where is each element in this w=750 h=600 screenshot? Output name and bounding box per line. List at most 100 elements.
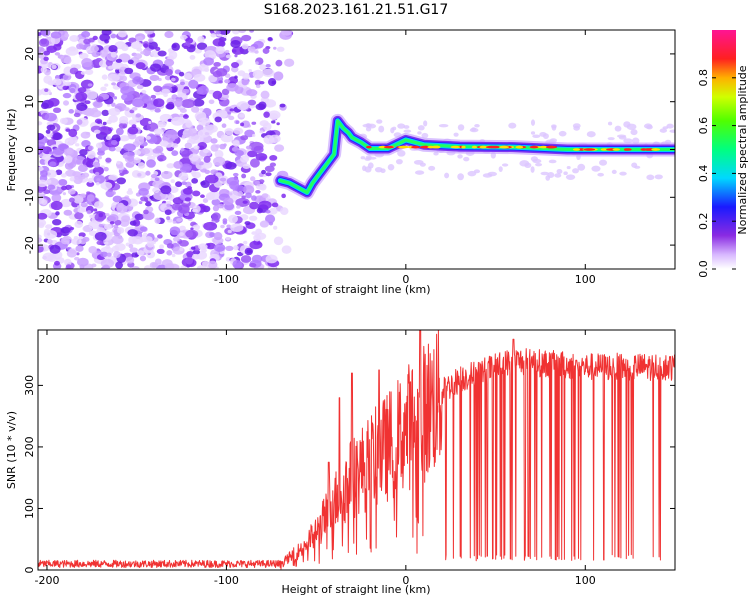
noise-speckle bbox=[125, 256, 135, 264]
noise-speckle bbox=[247, 99, 257, 106]
noise-speckle bbox=[114, 243, 126, 251]
noise-speckle bbox=[154, 217, 161, 224]
noise-speckle bbox=[128, 151, 135, 156]
noise-speckle bbox=[231, 62, 240, 69]
spectral-peak bbox=[545, 145, 554, 149]
noise-speckle bbox=[159, 244, 164, 250]
noise-speckle bbox=[94, 201, 104, 209]
noise-speckle bbox=[231, 46, 244, 55]
noise-speckle bbox=[630, 129, 638, 136]
noise-speckle bbox=[113, 224, 119, 229]
noise-speckle bbox=[78, 235, 84, 240]
noise-speckle bbox=[255, 189, 261, 194]
noise-speckle bbox=[444, 172, 450, 179]
noise-speckle bbox=[124, 107, 130, 112]
noise-speckle bbox=[265, 209, 271, 214]
noise-speckle bbox=[135, 113, 142, 118]
noise-speckle bbox=[81, 31, 91, 38]
noise-speckle bbox=[141, 95, 152, 104]
noise-speckle bbox=[185, 229, 199, 239]
noise-speckle bbox=[127, 188, 132, 192]
noise-speckle bbox=[40, 30, 51, 37]
noise-speckle bbox=[62, 92, 72, 99]
noise-speckle bbox=[134, 53, 143, 60]
noise-speckle bbox=[273, 236, 284, 246]
noise-speckle bbox=[40, 170, 48, 178]
noise-speckle bbox=[280, 207, 289, 216]
noise-speckle bbox=[139, 226, 148, 232]
noise-speckle bbox=[213, 232, 223, 241]
noise-speckle bbox=[179, 232, 184, 237]
noise-speckle bbox=[245, 192, 252, 199]
noise-speckle bbox=[157, 50, 167, 57]
noise-speckle bbox=[423, 120, 428, 127]
noise-speckle bbox=[215, 30, 221, 35]
noise-speckle bbox=[137, 250, 145, 256]
noise-speckle bbox=[86, 210, 92, 215]
noise-speckle bbox=[77, 87, 87, 93]
noise-speckle bbox=[235, 184, 245, 193]
noise-speckle bbox=[66, 249, 77, 258]
noise-speckle bbox=[457, 154, 463, 159]
noise-speckle bbox=[626, 123, 637, 130]
noise-speckle bbox=[39, 48, 45, 52]
noise-speckle bbox=[235, 120, 240, 124]
noise-speckle bbox=[181, 98, 196, 109]
noise-speckle bbox=[245, 145, 252, 150]
spectral-peak bbox=[471, 145, 478, 149]
noise-speckle bbox=[240, 135, 249, 141]
colorbar-tick-label: 0.6 bbox=[697, 117, 710, 135]
noise-speckle bbox=[157, 121, 167, 128]
noise-speckle bbox=[264, 165, 275, 173]
noise-speckle bbox=[259, 120, 269, 127]
noise-speckle bbox=[591, 165, 601, 172]
noise-speckle bbox=[273, 71, 284, 81]
noise-speckle bbox=[69, 176, 75, 182]
noise-speckle bbox=[220, 224, 225, 229]
noise-speckle bbox=[108, 174, 118, 181]
noise-speckle bbox=[47, 179, 52, 184]
noise-speckle bbox=[259, 64, 267, 71]
noise-speckle bbox=[241, 120, 251, 128]
noise-speckle bbox=[228, 115, 235, 121]
noise-speckle bbox=[473, 169, 481, 174]
noise-speckle bbox=[234, 150, 244, 157]
noise-speckle bbox=[121, 215, 131, 223]
noise-speckle bbox=[210, 138, 218, 144]
noise-speckle bbox=[52, 147, 65, 155]
noise-speckle bbox=[281, 245, 292, 254]
noise-speckle bbox=[64, 161, 74, 170]
noise-speckle bbox=[563, 171, 568, 176]
noise-speckle bbox=[210, 144, 219, 152]
noise-speckle bbox=[77, 257, 89, 267]
noise-speckle bbox=[40, 66, 47, 73]
noise-speckle bbox=[82, 225, 93, 233]
noise-speckle bbox=[100, 86, 107, 92]
noise-speckle bbox=[96, 240, 104, 245]
noise-speckle bbox=[94, 118, 103, 124]
noise-speckle bbox=[203, 57, 214, 66]
noise-speckle bbox=[403, 125, 410, 129]
noise-speckle bbox=[241, 173, 247, 179]
noise-speckle bbox=[132, 236, 144, 245]
chart-title: S168.2023.161.21.51.G17 bbox=[263, 2, 449, 18]
noise-speckle bbox=[254, 180, 261, 185]
noise-speckle bbox=[224, 49, 230, 54]
noise-speckle bbox=[38, 132, 45, 141]
noise-speckle bbox=[225, 161, 237, 170]
noise-speckle bbox=[230, 39, 241, 49]
noise-speckle bbox=[284, 58, 295, 67]
noise-speckle bbox=[38, 38, 50, 47]
noise-speckle bbox=[115, 127, 124, 136]
noise-speckle bbox=[101, 109, 110, 117]
noise-speckle bbox=[38, 218, 47, 227]
noise-speckle bbox=[248, 215, 258, 221]
noise-speckle bbox=[554, 173, 562, 178]
noise-speckle bbox=[113, 251, 121, 259]
noise-speckle bbox=[62, 85, 69, 91]
noise-speckle bbox=[192, 208, 199, 213]
noise-speckle bbox=[63, 66, 74, 76]
noise-speckle bbox=[129, 109, 135, 114]
spectral-peak bbox=[572, 148, 581, 151]
noise-speckle bbox=[244, 247, 253, 256]
